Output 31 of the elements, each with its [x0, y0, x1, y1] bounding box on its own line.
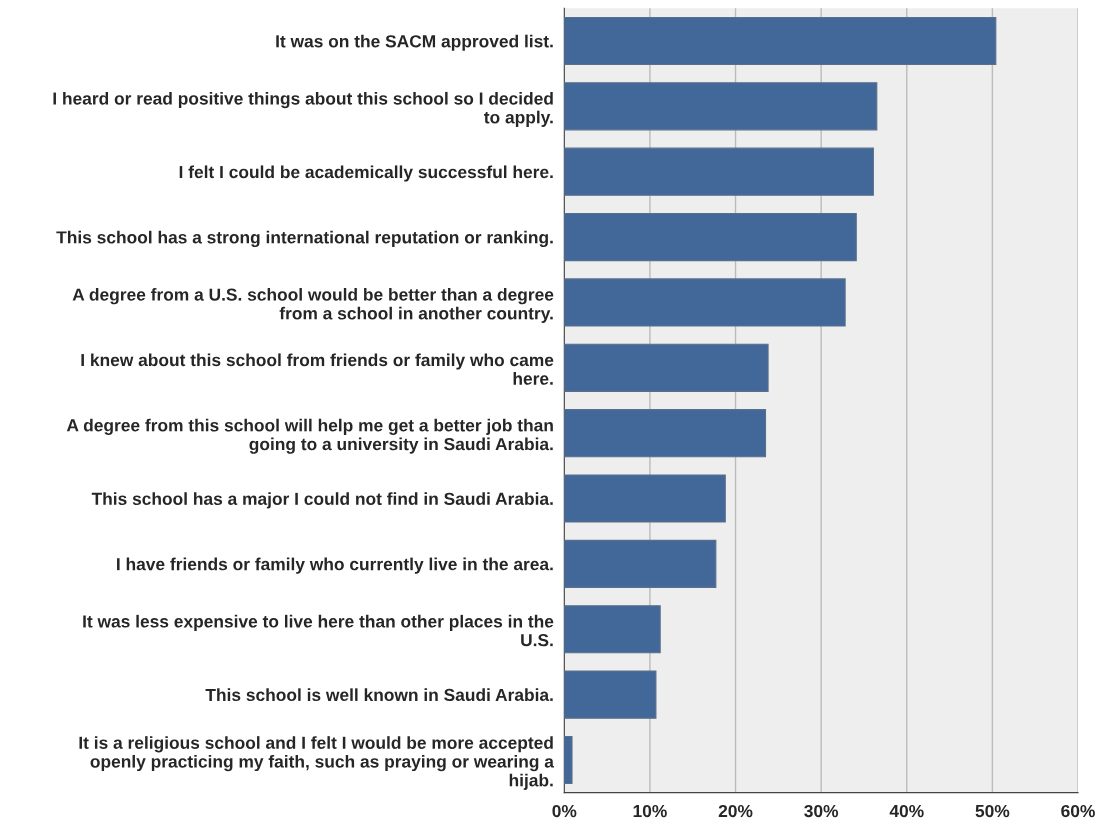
x-tick-label: 20%: [718, 804, 753, 818]
bar: [564, 147, 874, 196]
bar: [564, 278, 846, 327]
y-tick-label: A degree from a U.S. school would be better than a degree from a school in another country.: [72, 288, 554, 323]
bar: [564, 212, 857, 262]
y-tick-label: This school has a major I could not find in Saudi Arabia.: [91, 492, 553, 509]
bar: [564, 605, 661, 654]
y-tick-label: I heard or read positive things about this school so I decided to apply.: [53, 91, 553, 127]
bar: [564, 474, 726, 523]
x-tick-label: 0%: [552, 804, 577, 818]
bar: [564, 735, 573, 785]
y-tick-label: I felt I could be academically successful here.: [179, 165, 553, 182]
y-tick-label: This school is well known in Saudi Arabia.: [205, 688, 553, 702]
x-tick-label: 10%: [633, 804, 667, 818]
bar: [564, 409, 767, 458]
x-tick-label: 30%: [804, 804, 839, 818]
bar: [564, 539, 717, 588]
y-tick-label: It is a religious school and I felt I would be more accepted openly practicing my faith, such as praying or wearing a hijab.: [79, 736, 555, 790]
y-tick-label: A degree from this school will help me get a better job than going to a university in Saudi Arabia.: [66, 418, 553, 454]
x-tick-label: 60%: [1061, 804, 1095, 818]
x-tick-label: 50%: [975, 804, 1010, 818]
bar: [564, 82, 878, 131]
y-tick-label: This school has a strong international reputation or ranking.: [56, 230, 553, 248]
y-tick-label: I knew about this school from friends or family who came here.: [81, 353, 554, 385]
bar: [564, 670, 657, 719]
bar: [564, 343, 769, 392]
y-tick-label: I have friends or family who currently live in the area.: [117, 557, 553, 574]
y-tick-label: It was less expensive to live here than other places in the U.S.: [83, 614, 554, 647]
y-tick-label: It was on the SACM approved list.: [276, 34, 553, 51]
x-tick-label: 40%: [889, 804, 924, 818]
bar: [564, 16, 997, 66]
